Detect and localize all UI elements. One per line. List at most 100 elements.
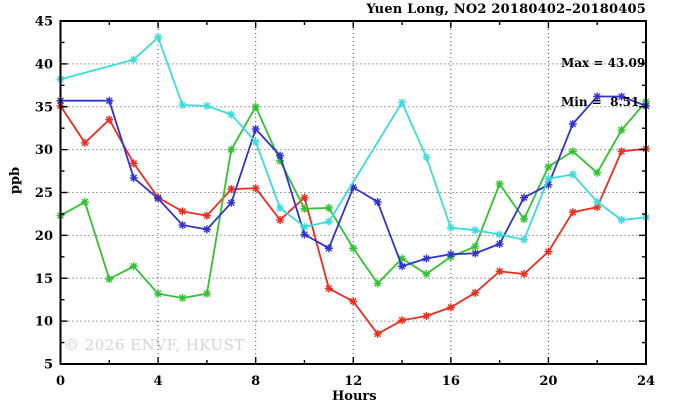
marker-blue: [520, 193, 529, 202]
marker-cyan: [446, 223, 455, 232]
marker-cyan: [422, 153, 431, 162]
marker-red: [422, 311, 431, 320]
x-tick-label: 0: [56, 374, 65, 389]
marker-blue: [105, 96, 114, 105]
marker-green: [154, 289, 163, 298]
marker-blue: [227, 198, 236, 207]
marker-green: [349, 244, 358, 253]
marker-red: [178, 207, 187, 216]
marker-green: [593, 168, 602, 177]
marker-blue: [398, 262, 407, 271]
marker-blue: [178, 221, 187, 230]
marker-blue: [471, 249, 480, 258]
marker-green: [129, 262, 138, 271]
marker-blue: [324, 244, 333, 253]
marker-red: [324, 284, 333, 293]
marker-cyan: [300, 222, 309, 231]
y-tick-label: 10: [35, 315, 53, 330]
marker-blue: [568, 119, 577, 128]
marker-green: [227, 145, 236, 154]
marker-cyan: [617, 215, 626, 224]
x-axis-label: Hours: [332, 389, 377, 404]
marker-red: [495, 267, 504, 276]
y-tick-label: 30: [35, 143, 53, 158]
marker-red: [593, 203, 602, 212]
chart-title: Yuen Long, NO2 20180402–20180405: [366, 2, 646, 17]
marker-cyan: [227, 110, 236, 119]
min-value-label: Min = 8.51: [561, 95, 640, 109]
marker-green: [105, 275, 114, 284]
marker-blue: [617, 92, 626, 101]
marker-cyan: [544, 174, 553, 183]
marker-red: [544, 247, 553, 256]
marker-green: [276, 156, 285, 165]
marker-red: [446, 303, 455, 312]
marker-cyan: [178, 101, 187, 110]
marker-blue: [495, 239, 504, 248]
x-tick-label: 4: [154, 374, 163, 389]
marker-red: [617, 147, 626, 156]
marker-green: [202, 289, 211, 298]
y-tick-label: 45: [35, 15, 53, 30]
marker-cyan: [251, 137, 260, 146]
marker-cyan: [398, 98, 407, 107]
marker-blue: [276, 151, 285, 160]
y-tick-label: 20: [35, 229, 53, 244]
marker-green: [251, 102, 260, 111]
x-tick-label: 8: [251, 374, 260, 389]
marker-blue: [300, 230, 309, 239]
marker-red: [520, 269, 529, 278]
series-line-green: [60, 101, 647, 299]
y-tick-label: 35: [35, 100, 53, 115]
x-tick-label: 12: [344, 374, 362, 389]
marker-blue: [154, 194, 163, 203]
marker-green: [495, 179, 504, 188]
x-tick-label: 20: [539, 374, 557, 389]
marker-cyan: [471, 226, 480, 235]
marker-blue: [544, 180, 553, 189]
marker-red: [80, 138, 89, 147]
marker-red: [227, 185, 236, 194]
marker-cyan: [129, 55, 138, 64]
marker-green: [568, 147, 577, 156]
marker-blue: [349, 183, 358, 192]
marker-red: [373, 329, 382, 338]
y-tick-label: 15: [35, 272, 53, 287]
marker-green: [544, 162, 553, 171]
max-value-label: Max = 43.09: [561, 56, 646, 70]
marker-blue: [251, 125, 260, 134]
marker-blue: [373, 197, 382, 206]
marker-cyan: [495, 230, 504, 239]
marker-red: [129, 159, 138, 168]
marker-blue: [422, 254, 431, 263]
marker-red: [471, 288, 480, 297]
y-tick-label: 40: [35, 57, 53, 72]
marker-blue: [446, 250, 455, 259]
marker-red: [300, 193, 309, 202]
marker-cyan: [324, 217, 333, 226]
marker-green: [80, 197, 89, 206]
marker-green: [324, 203, 333, 212]
marker-red: [276, 215, 285, 224]
y-tick-label: 25: [35, 186, 53, 201]
series-line-blue: [60, 95, 647, 268]
marker-green: [300, 204, 309, 213]
marker-blue: [129, 173, 138, 182]
y-tick-label: 5: [44, 358, 53, 373]
marker-red: [349, 297, 358, 306]
marker-red: [105, 115, 114, 124]
marker-cyan: [276, 203, 285, 212]
x-tick-label: 24: [637, 374, 655, 389]
marker-red: [202, 211, 211, 220]
marker-cyan: [568, 170, 577, 179]
marker-red: [568, 208, 577, 217]
marker-cyan: [520, 235, 529, 244]
x-tick-label: 16: [442, 374, 460, 389]
marker-cyan: [593, 197, 602, 206]
marker-green: [373, 279, 382, 288]
marker-green: [178, 293, 187, 302]
marker-green: [520, 215, 529, 224]
marker-green: [617, 125, 626, 134]
